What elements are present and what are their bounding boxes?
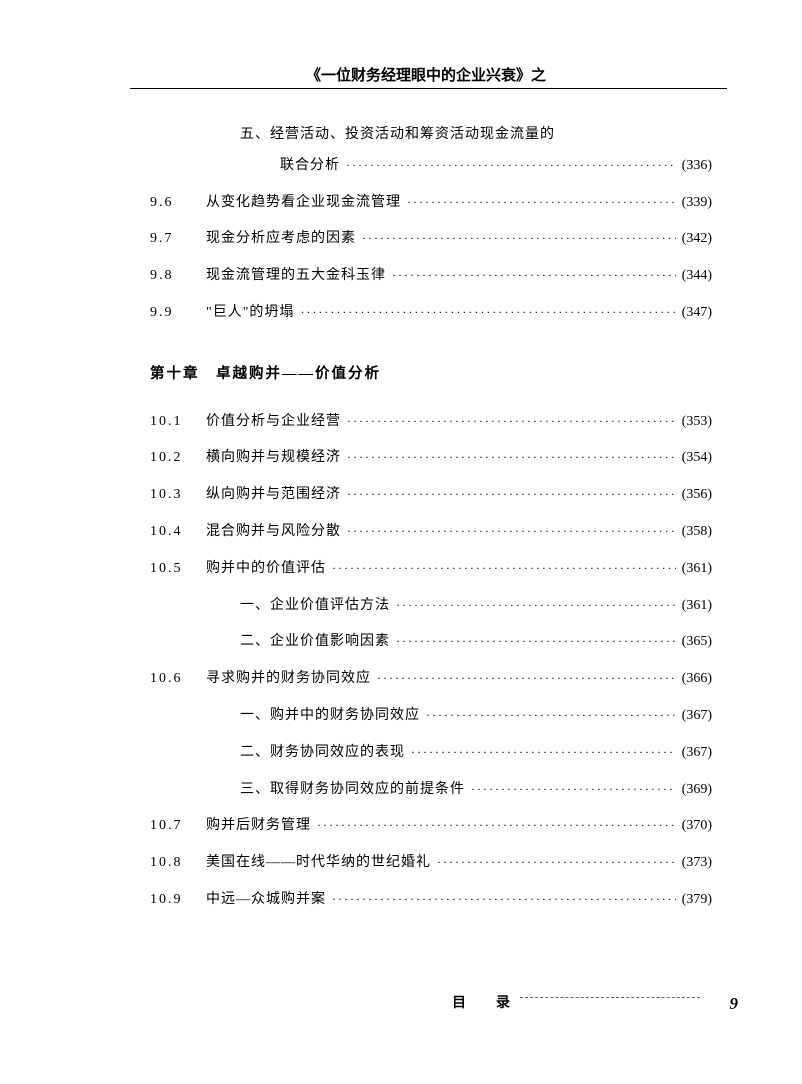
- toc-label: 从变化趋势看企业现金流管理: [206, 188, 401, 219]
- toc-number: 9.8: [150, 261, 206, 292]
- toc-row: 10.1价值分析与企业经营 (353): [150, 407, 712, 438]
- toc-number: 10.9: [150, 885, 206, 916]
- toc-row: 一、购并中的财务协同效应 (367): [150, 701, 712, 732]
- leader-dots: [332, 886, 676, 912]
- leader-dots: [300, 299, 675, 325]
- toc-label: 中远—众城购并案: [206, 885, 326, 916]
- toc-number: 10.8: [150, 848, 206, 879]
- toc-page: (366): [682, 664, 712, 695]
- toc-number: 10.5: [150, 554, 206, 585]
- toc-label: 混合购并与风险分散: [206, 517, 341, 548]
- toc-row: 9.9"巨人"的坍塌 (347): [150, 298, 712, 329]
- leader-dots: [437, 849, 676, 875]
- toc-page: (373): [682, 848, 712, 879]
- toc-page: (367): [682, 701, 712, 732]
- toc-label: 三、取得财务协同效应的前提条件: [240, 775, 465, 806]
- toc-page: (361): [682, 591, 712, 622]
- toc-row: 二、财务协同效应的表现 (367): [150, 738, 712, 769]
- toc-label: 购并后财务管理: [206, 811, 311, 842]
- toc-page: (347): [682, 298, 712, 329]
- leader-dots: [347, 481, 676, 507]
- toc-page: (367): [682, 738, 712, 769]
- toc-label: 美国在线——时代华纳的世纪婚礼: [206, 848, 431, 879]
- toc-label: "巨人"的坍塌: [206, 298, 294, 329]
- toc-subhead: 五、经营活动、投资活动和筹资活动现金流量的: [150, 120, 712, 151]
- toc-content: 五、经营活动、投资活动和筹资活动现金流量的 联合分析 (336) 9.6从变化趋…: [150, 120, 712, 922]
- leader-dots: [332, 555, 676, 581]
- leader-dots: [317, 812, 676, 838]
- leader-dots: [347, 408, 676, 434]
- toc-subhead-cont: 联合分析 (336): [150, 151, 712, 182]
- toc-number: 10.1: [150, 407, 206, 438]
- leader-dots: [411, 739, 676, 765]
- toc-page: (358): [682, 517, 712, 548]
- toc-number: 10.2: [150, 443, 206, 474]
- leader-dots: [396, 592, 676, 618]
- page-header: 《一位财务经理眼中的企业兴衰》之: [150, 64, 702, 85]
- toc-row: 10.7购并后财务管理 (370): [150, 811, 712, 842]
- toc-number: 9.7: [150, 224, 206, 255]
- footer-rule: [520, 997, 700, 998]
- toc-number: 10.3: [150, 480, 206, 511]
- toc-number: 10.4: [150, 517, 206, 548]
- toc-page: (356): [682, 480, 712, 511]
- leader-dots: [346, 152, 676, 178]
- toc-number: 9.9: [150, 298, 206, 329]
- toc-row: 10.3纵向购并与范围经济 (356): [150, 480, 712, 511]
- toc-page: (342): [682, 224, 712, 255]
- leader-dots: [362, 225, 676, 251]
- page-number: 9: [730, 994, 739, 1014]
- toc-page: (369): [682, 775, 712, 806]
- toc-label: 寻求购并的财务协同效应: [206, 664, 371, 695]
- leader-dots: [471, 776, 676, 802]
- toc-page: (379): [682, 885, 712, 916]
- toc-page: (370): [682, 811, 712, 842]
- toc-row: 二、企业价值影响因素 (365): [150, 627, 712, 658]
- header-rule: [130, 88, 727, 89]
- toc-page: (365): [682, 627, 712, 658]
- toc-row: 9.8现金流管理的五大金科玉律 (344): [150, 261, 712, 292]
- toc-page: (361): [682, 554, 712, 585]
- toc-row: 10.8美国在线——时代华纳的世纪婚礼 (373): [150, 848, 712, 879]
- toc-page: (354): [682, 443, 712, 474]
- toc-page: (339): [682, 188, 712, 219]
- toc-label: 横向购并与规模经济: [206, 443, 341, 474]
- toc-page: (336): [682, 151, 712, 182]
- toc-row: 10.5购并中的价值评估 (361): [150, 554, 712, 585]
- toc-label: 二、企业价值影响因素: [240, 627, 390, 658]
- toc-label: 联合分析: [280, 151, 340, 182]
- leader-dots: [407, 189, 676, 215]
- leader-dots: [392, 262, 676, 288]
- toc-row: 10.4混合购并与风险分散 (358): [150, 517, 712, 548]
- footer-section-label: 目 录: [452, 992, 518, 1012]
- toc-label: 一、购并中的财务协同效应: [240, 701, 420, 732]
- toc-row: 10.2横向购并与规模经济 (354): [150, 443, 712, 474]
- toc-number: 9.6: [150, 188, 206, 219]
- toc-row: 10.9中远—众城购并案 (379): [150, 885, 712, 916]
- toc-label: 购并中的价值评估: [206, 554, 326, 585]
- toc-number: 10.6: [150, 664, 206, 695]
- toc-label: 五、经营活动、投资活动和筹资活动现金流量的: [240, 120, 555, 151]
- chapter-title: 第十章 卓越购并——价值分析: [150, 359, 712, 391]
- leader-dots: [426, 702, 676, 728]
- toc-label: 二、财务协同效应的表现: [240, 738, 405, 769]
- toc-label: 价值分析与企业经营: [206, 407, 341, 438]
- leader-dots: [347, 444, 676, 470]
- leader-dots: [347, 518, 676, 544]
- toc-page: (353): [682, 407, 712, 438]
- toc-row: 三、取得财务协同效应的前提条件 (369): [150, 775, 712, 806]
- leader-dots: [396, 628, 676, 654]
- toc-row: 10.6寻求购并的财务协同效应 (366): [150, 664, 712, 695]
- toc-label: 纵向购并与范围经济: [206, 480, 341, 511]
- toc-label: 现金分析应考虑的因素: [206, 224, 356, 255]
- toc-label: 一、企业价值评估方法: [240, 591, 390, 622]
- toc-number: 10.7: [150, 811, 206, 842]
- toc-label: 现金流管理的五大金科玉律: [206, 261, 386, 292]
- toc-row: 9.7现金分析应考虑的因素 (342): [150, 224, 712, 255]
- toc-row: 一、企业价值评估方法 (361): [150, 591, 712, 622]
- toc-row: 9.6从变化趋势看企业现金流管理 (339): [150, 188, 712, 219]
- toc-page: (344): [682, 261, 712, 292]
- leader-dots: [377, 665, 676, 691]
